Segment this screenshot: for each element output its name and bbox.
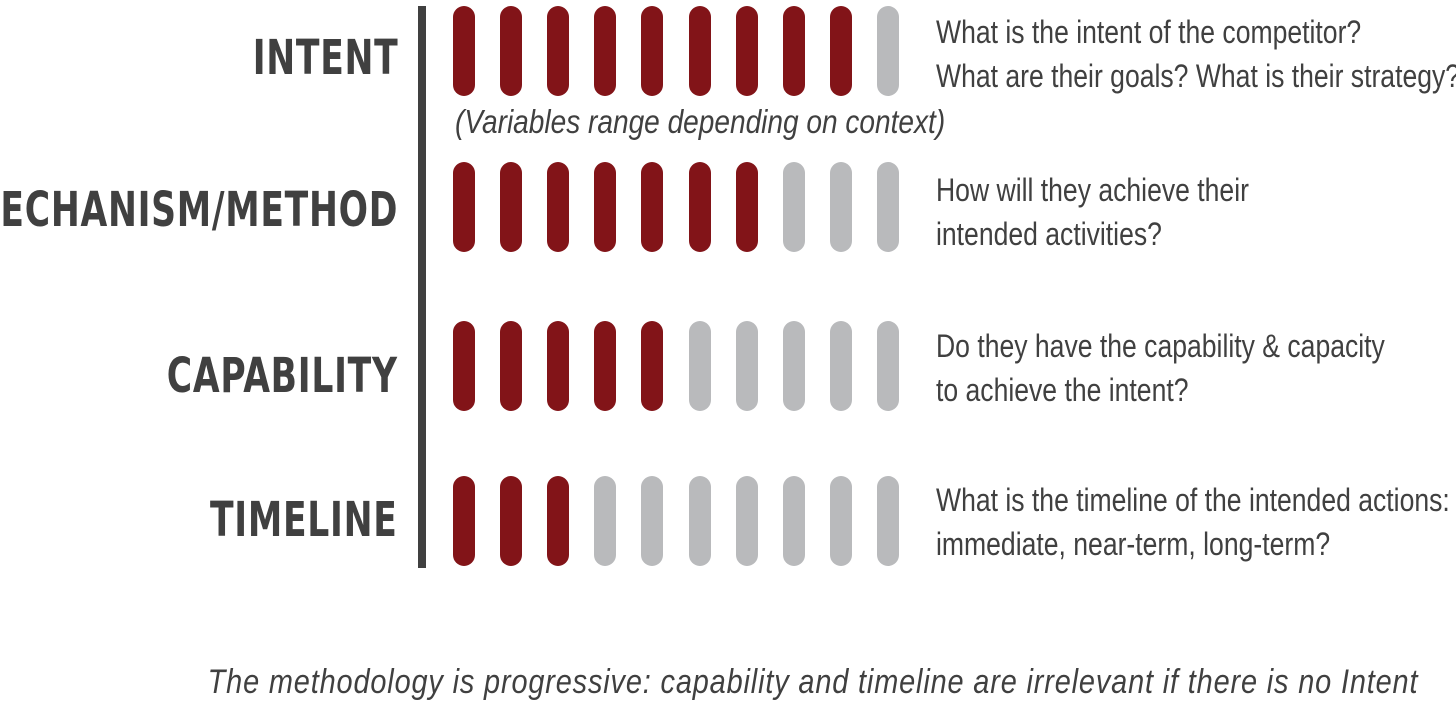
level-pill-filled bbox=[689, 162, 711, 252]
context-note: (Variables range depending on context) bbox=[455, 103, 946, 140]
row-label-intent: INTENT bbox=[252, 30, 398, 86]
description-line: What is the timeline of the intended act… bbox=[936, 482, 1450, 518]
level-pill-empty bbox=[689, 476, 711, 566]
level-pill-filled bbox=[830, 6, 852, 96]
level-pill-filled bbox=[736, 162, 758, 252]
level-pill-filled bbox=[547, 321, 569, 411]
vertical-divider bbox=[418, 6, 426, 568]
level-pill-empty bbox=[689, 321, 711, 411]
row-label-timeline: TIMELINE bbox=[210, 492, 398, 548]
level-pill-empty bbox=[830, 321, 852, 411]
bar-row-intent bbox=[453, 6, 899, 96]
methodology-footnote: The methodology is progressive: capabili… bbox=[207, 663, 1418, 701]
row-description-timeline: What is the timeline of the intended act… bbox=[936, 478, 1450, 566]
description-line: How will they achieve their bbox=[936, 172, 1249, 208]
level-pill-filled bbox=[783, 6, 805, 96]
level-pill-empty bbox=[783, 162, 805, 252]
level-pill-filled bbox=[453, 321, 475, 411]
level-pill-filled bbox=[594, 321, 616, 411]
description-line: immediate, near-term, long-term? bbox=[936, 526, 1331, 562]
level-pill-filled bbox=[641, 321, 663, 411]
level-pill-empty bbox=[783, 321, 805, 411]
description-line: intended activities? bbox=[936, 216, 1162, 252]
level-pill-filled bbox=[500, 162, 522, 252]
level-pill-empty bbox=[594, 476, 616, 566]
level-pill-filled bbox=[547, 476, 569, 566]
level-pill-empty bbox=[830, 476, 852, 566]
level-pill-empty bbox=[877, 162, 899, 252]
level-pill-empty bbox=[877, 476, 899, 566]
level-pill-empty bbox=[877, 321, 899, 411]
row-label-mechanism-method: MECHANISM/METHOD bbox=[0, 182, 398, 238]
level-pill-empty bbox=[877, 6, 899, 96]
row-description-capability: Do they have the capability & capacity t… bbox=[936, 324, 1385, 412]
level-pill-filled bbox=[500, 476, 522, 566]
level-pill-filled bbox=[500, 6, 522, 96]
level-pill-filled bbox=[547, 162, 569, 252]
row-description-mechanism-method: How will they achieve their intended act… bbox=[936, 168, 1249, 256]
level-pill-filled bbox=[453, 476, 475, 566]
level-pill-filled bbox=[547, 6, 569, 96]
level-pill-empty bbox=[641, 476, 663, 566]
level-pill-empty bbox=[736, 476, 758, 566]
row-label-capability: CAPABILITY bbox=[167, 348, 398, 404]
description-line: to achieve the intent? bbox=[936, 372, 1189, 408]
level-pill-filled bbox=[736, 6, 758, 96]
level-pill-filled bbox=[641, 162, 663, 252]
level-pill-empty bbox=[736, 321, 758, 411]
bar-row-timeline bbox=[453, 476, 899, 566]
level-pill-filled bbox=[453, 162, 475, 252]
level-pill-filled bbox=[500, 321, 522, 411]
level-pill-filled bbox=[641, 6, 663, 96]
description-line: What is the intent of the competitor? bbox=[936, 14, 1362, 50]
bar-row-capability bbox=[453, 321, 899, 411]
description-line: Do they have the capability & capacity bbox=[936, 328, 1385, 364]
description-line: What are their goals? What is their stra… bbox=[936, 58, 1456, 94]
level-pill-filled bbox=[594, 162, 616, 252]
level-pill-filled bbox=[689, 6, 711, 96]
level-pill-filled bbox=[594, 6, 616, 96]
level-pill-empty bbox=[783, 476, 805, 566]
row-description-intent: What is the intent of the competitor? Wh… bbox=[936, 10, 1456, 98]
level-pill-filled bbox=[453, 6, 475, 96]
bar-row-mechanism-method bbox=[453, 162, 899, 252]
level-pill-empty bbox=[830, 162, 852, 252]
